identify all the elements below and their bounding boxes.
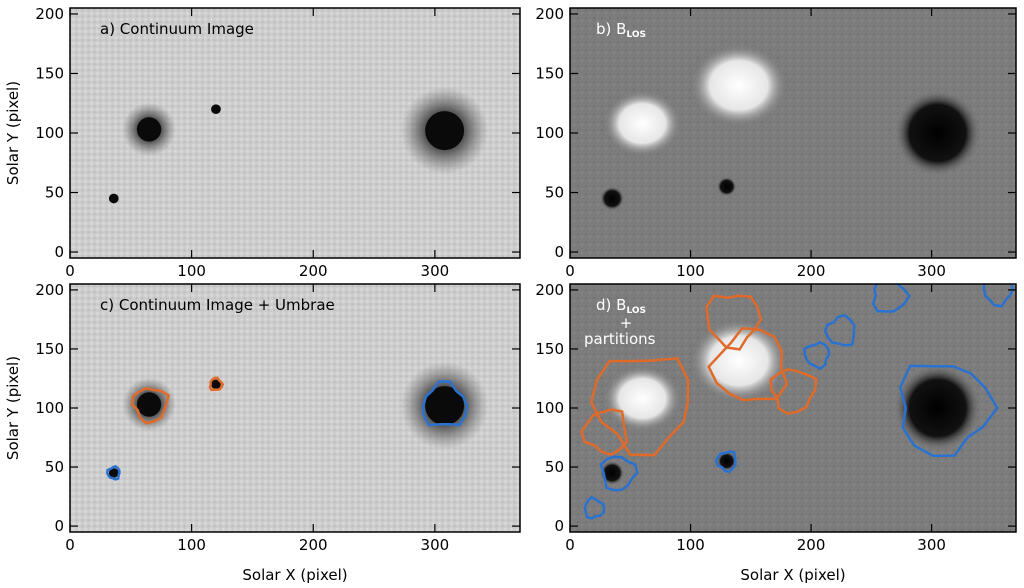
umbra-contour: [599, 455, 639, 492]
y-tick-label: 200: [535, 281, 564, 299]
umbra: [425, 111, 465, 151]
positive-contour: [208, 376, 225, 392]
x-tick-label: 0: [65, 536, 75, 554]
positive-contour: [130, 386, 171, 425]
panel-label: a) Continuum Image: [100, 20, 254, 38]
x-tick-label: 300: [421, 262, 450, 280]
y-tick-label: 150: [535, 64, 564, 82]
panel-label: c) Continuum Image + Umbrae: [100, 296, 335, 314]
umbra-contour: [803, 340, 831, 371]
panel-image: [570, 8, 1016, 258]
y-axis-title: Solar Y (pixel): [4, 81, 22, 185]
y-tick-label: 100: [535, 399, 564, 417]
y-axis-title: Solar Y (pixel): [4, 356, 22, 460]
umbra-contour: [105, 464, 121, 481]
positive-contour: [705, 294, 763, 351]
x-axis-title: Solar X (pixel): [242, 566, 347, 584]
x-tick-label: 200: [797, 262, 826, 280]
y-tick-label: 150: [35, 64, 64, 82]
y-tick-label: 0: [554, 517, 564, 535]
panel-d: 0 100 200 300 0 50 100 150 200 d) BLOS+partitions…: [535, 281, 1017, 584]
negative-flux: [600, 460, 625, 486]
positive-flux: [603, 365, 681, 432]
umbra: [211, 379, 221, 390]
y-tick-label: 50: [545, 458, 564, 476]
umbra-contour: [823, 313, 856, 347]
y-tick-label: 100: [35, 399, 64, 417]
x-tick-label: 300: [421, 536, 450, 554]
umbra: [108, 193, 119, 204]
x-tick-label: 200: [299, 262, 328, 280]
umbra-contour: [871, 284, 911, 313]
panel-label-line2: +: [620, 314, 633, 332]
positive-flux: [690, 44, 787, 127]
y-tick-label: 200: [35, 281, 64, 299]
panel-b: 0 100 200 300 0 50 100 150 200 b) BLOS: [535, 5, 1017, 280]
y-tick-label: 100: [535, 124, 564, 142]
x-tick-label: 200: [299, 536, 328, 554]
umbra: [211, 104, 221, 115]
y-tick-label: 100: [35, 124, 64, 142]
panel-image: [570, 284, 1016, 532]
positive-contour: [769, 367, 818, 416]
x-tick-label: 100: [676, 536, 705, 554]
umbra-contour: [583, 495, 606, 520]
umbra-contour: [982, 284, 1015, 308]
umbra: [136, 392, 162, 417]
y-tick-label: 50: [45, 458, 64, 476]
umbra: [136, 117, 162, 142]
positive-contour: [580, 408, 629, 456]
y-tick-label: 150: [35, 340, 64, 358]
panel-image: [70, 8, 520, 258]
x-tick-label: 0: [65, 262, 75, 280]
y-tick-label: 0: [54, 517, 64, 535]
negative-flux: [600, 186, 625, 211]
y-tick-label: 0: [54, 243, 64, 261]
x-tick-label: 0: [565, 262, 575, 280]
positive-contour: [590, 356, 690, 457]
y-tick-label: 200: [35, 5, 64, 23]
y-tick-label: 50: [545, 184, 564, 202]
panel-image: [70, 284, 520, 532]
negative-flux: [894, 89, 982, 177]
umbra: [425, 386, 465, 426]
umbra-contour: [714, 450, 737, 474]
y-tick-label: 200: [535, 5, 564, 23]
x-tick-label: 0: [565, 536, 575, 554]
umbra-contour: [421, 380, 469, 427]
panel-c: 0 100 200 300 0 50 100 150 200 c) Continuum Image…: [4, 281, 521, 584]
y-tick-label: 50: [45, 184, 64, 202]
panel-label: d) BLOS: [596, 296, 646, 316]
negative-flux: [894, 364, 982, 452]
x-tick-label: 200: [797, 536, 826, 554]
umbra: [108, 468, 119, 478]
x-tick-label: 300: [917, 536, 946, 554]
negative-flux: [717, 176, 737, 197]
panel-label: b) BLOS: [596, 20, 646, 40]
y-tick-label: 0: [554, 243, 564, 261]
x-tick-label: 300: [917, 262, 946, 280]
x-tick-label: 100: [177, 536, 206, 554]
x-tick-label: 100: [676, 262, 705, 280]
y-tick-label: 150: [535, 340, 564, 358]
positive-contour: [707, 327, 789, 402]
x-tick-label: 100: [177, 262, 206, 280]
panel-label-line3: partitions: [584, 330, 656, 348]
x-axis-title: Solar X (pixel): [740, 566, 845, 584]
positive-flux: [603, 90, 681, 157]
umbra-contour: [898, 364, 999, 457]
panel-a: 0 100 200 300 0 50 100 150 200 a) Continuum Image…: [4, 5, 521, 280]
